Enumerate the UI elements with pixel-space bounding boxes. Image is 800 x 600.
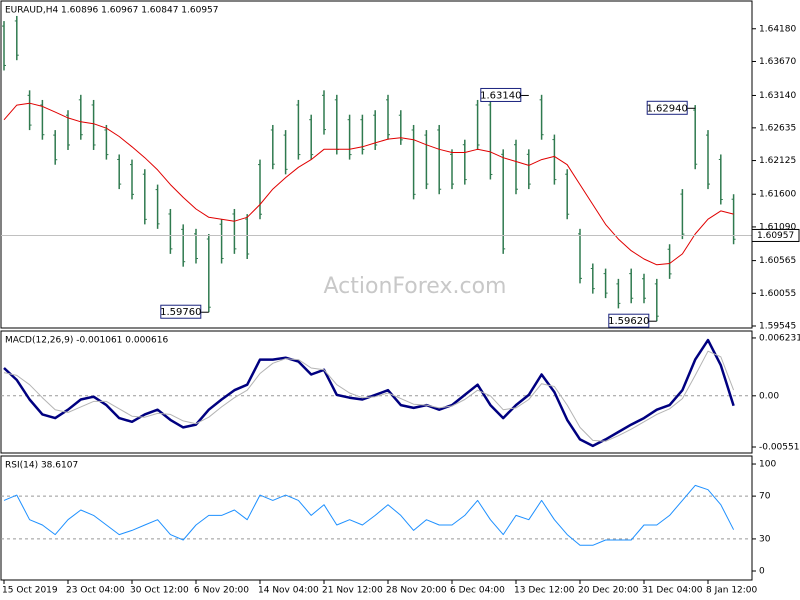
y-tick-label: 30 [759,534,771,544]
y-tick-label: 0 [759,567,765,577]
x-tick-label: 14 Nov 04:00 [258,586,319,596]
y-tick-label: -0.005513 [759,442,800,452]
current-price-box [751,228,800,242]
y-tick-label: 1.63670 [759,57,796,67]
y-tick-label: 0.00 [759,391,779,401]
y-tick-label: 70 [759,492,771,502]
panel-title: EURAUD,H4 1.60896 1.60967 1.60847 1.6095… [5,6,219,16]
x-tick-label: 30 Oct 12:00 [130,586,189,596]
x-tick-label: 28 Nov 20:00 [386,586,447,596]
x-tick-label: 8 Jan 12:00 [706,586,758,596]
watermark: ActionForex.com [324,274,507,299]
annotation-label: 1.59760 [160,307,201,318]
current-price-label: 1.60957 [757,231,794,241]
x-tick-label: 13 Dec 12:00 [514,586,575,596]
annotation-box [160,304,202,319]
y-tick-label: 1.60565 [759,256,796,266]
annotation-label: 1.63140 [480,90,521,101]
y-tick-label: 1.60055 [759,289,796,299]
annotation-label: 1.59620 [608,316,649,327]
x-tick-label: 23 Oct 04:00 [66,586,125,596]
y-tick-label: 1.62125 [759,156,796,166]
x-tick-label: 21 Nov 12:00 [322,586,383,596]
y-tick-label: 1.62635 [759,123,796,133]
x-tick-label: 6 Dec 04:00 [450,586,505,596]
annotation-box [480,87,522,102]
y-tick-label: 1.59545 [759,322,796,332]
indicator-line [3,350,735,442]
x-tick-label: 6 Nov 20:00 [194,586,249,596]
y-tick-label: 100 [759,460,776,470]
y-tick-label: 1.61600 [759,190,796,200]
panel-title: MACD(12,26,9) -0.001061 0.000616 [5,336,168,346]
annotation-label: 1.62940 [647,103,688,114]
y-tick-label: 1.64180 [759,24,796,34]
moving-average [3,102,734,266]
annotation-box [646,100,688,115]
indicator-line [3,484,735,546]
y-tick-label: 0.006231 [759,333,800,343]
x-tick-label: 15 Oct 2019 [2,586,58,596]
x-tick-label: 31 Dec 04:00 [642,586,703,596]
annotation-box [608,313,650,328]
y-tick-label: 1.61090 [759,222,796,232]
panel-title: RSI(14) 38.6107 [5,461,78,471]
x-tick-label: 20 Dec 20:00 [578,586,639,596]
y-tick-label: 1.63140 [759,91,796,101]
